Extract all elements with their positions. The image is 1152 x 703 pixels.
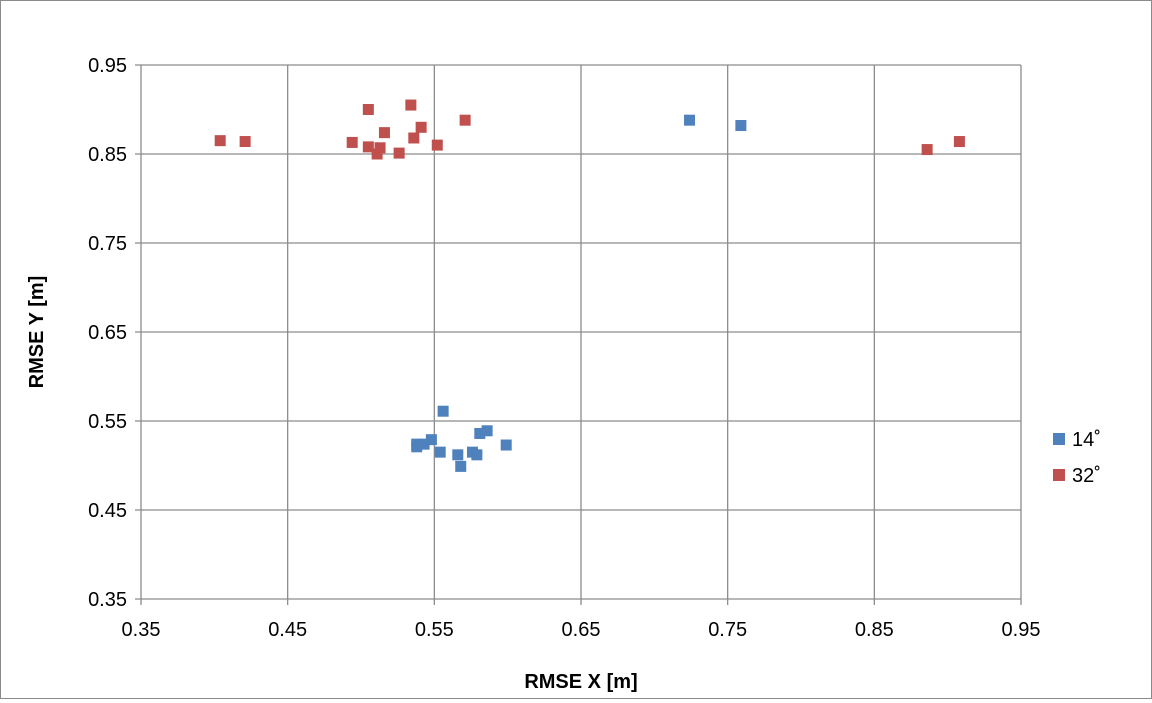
y-tick-label: 0.55 (88, 411, 127, 433)
legend: 14˚ 32˚ (1053, 429, 1101, 487)
y-tick-label: 0.75 (88, 233, 127, 255)
data-point (411, 441, 423, 453)
data-point (374, 142, 386, 154)
grid (135, 64, 1022, 605)
data-point (953, 136, 965, 148)
x-tick-label: 0.55 (415, 619, 454, 641)
series-1 (411, 114, 747, 472)
data-point (425, 434, 437, 446)
data-point (378, 127, 390, 139)
data-point (459, 114, 471, 126)
data-point (408, 132, 420, 144)
x-tick-label: 0.75 (708, 619, 747, 641)
data-point (405, 99, 417, 111)
x-tick-label: 0.95 (1002, 619, 1041, 641)
data-point (362, 141, 374, 153)
y-tick-label: 0.65 (88, 322, 127, 344)
data-point (500, 439, 512, 451)
x-tick-label: 0.85 (855, 619, 894, 641)
data-point (474, 427, 486, 439)
legend-label: 14˚ (1072, 429, 1101, 451)
x-axis-title: RMSE X [m] (524, 671, 637, 693)
y-axis-title: RMSE Y [m] (26, 276, 48, 389)
y-tick-label: 0.85 (88, 144, 127, 166)
data-point (415, 121, 427, 133)
legend-marker (1053, 433, 1065, 445)
x-tick-label: 0.35 (122, 619, 161, 641)
y-tick-label: 0.35 (88, 589, 127, 611)
data-point (371, 148, 383, 160)
axis-ticks: 0.35 0.45 0.55 0.65 0.75 0.85 0.95 0.35 0.45 0.55… (88, 55, 1040, 641)
data-points (214, 99, 965, 472)
data-point (434, 446, 446, 458)
y-tick-label: 0.45 (88, 500, 127, 522)
data-point (418, 438, 430, 450)
y-tick-label: 0.95 (88, 55, 127, 77)
data-point (471, 449, 483, 461)
data-point (735, 120, 747, 132)
x-tick-label: 0.45 (268, 619, 307, 641)
data-point (393, 147, 405, 159)
data-point (452, 449, 464, 461)
x-tick-label: 0.65 (562, 619, 601, 641)
data-point (214, 135, 226, 147)
data-point (437, 405, 449, 417)
legend-label: 32˚ (1072, 465, 1101, 487)
data-point (239, 136, 251, 148)
data-point (481, 425, 493, 437)
data-point (684, 114, 696, 126)
legend-marker (1053, 469, 1065, 481)
series-2 (214, 99, 965, 160)
data-point (346, 136, 358, 148)
data-point (362, 104, 374, 115)
data-point (455, 460, 467, 472)
data-point (431, 139, 443, 151)
data-point (921, 144, 933, 156)
